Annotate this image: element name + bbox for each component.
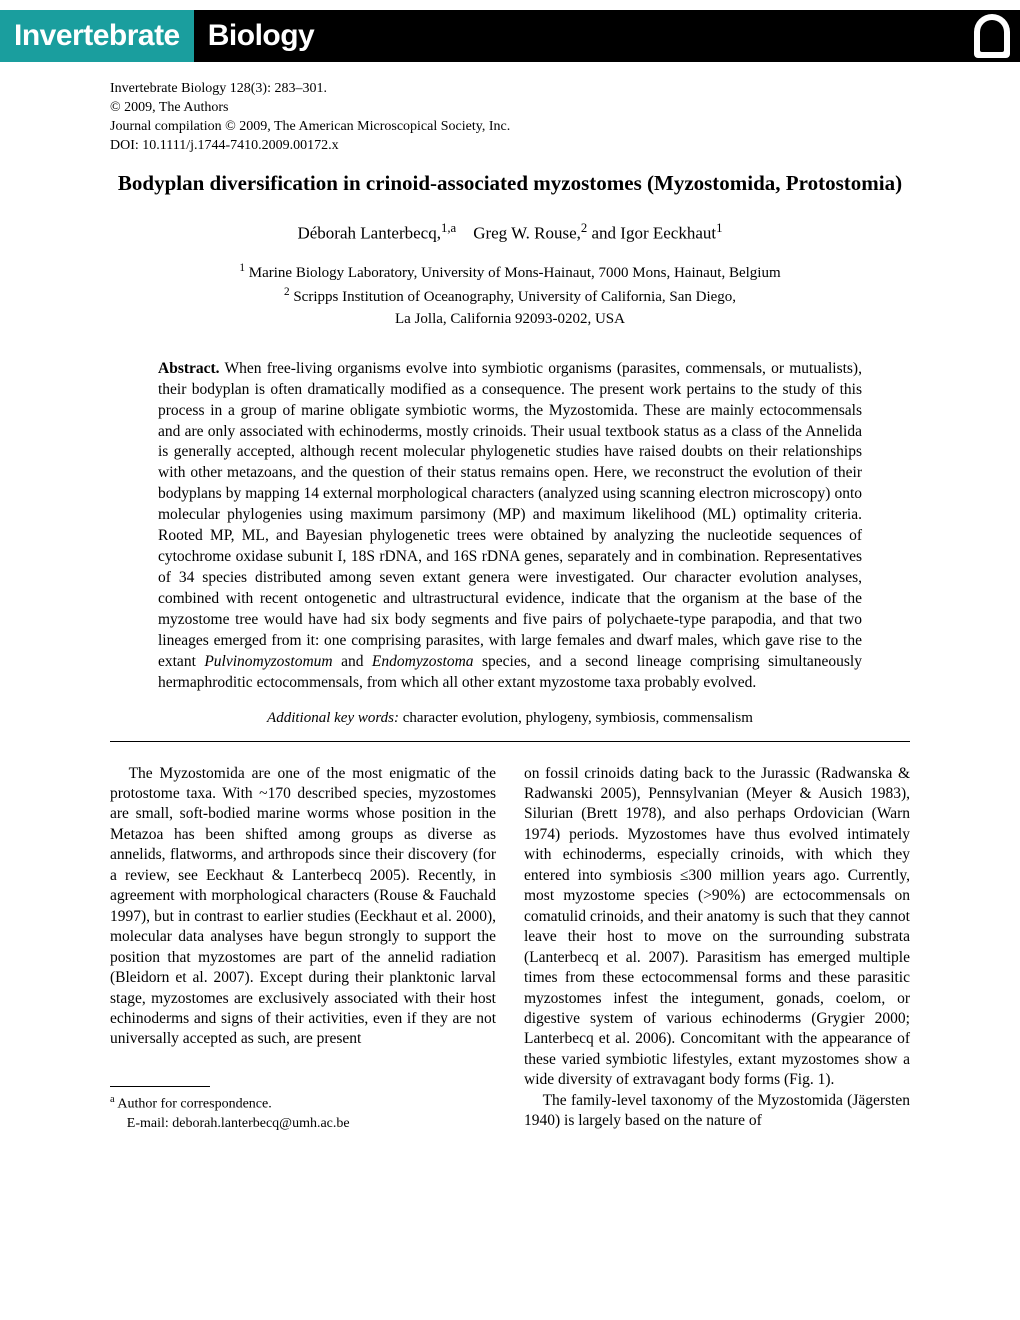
citation-line-3: Journal compilation © 2009, The American…: [110, 118, 910, 137]
society-logo: [974, 14, 1010, 58]
abstract: Abstract. When free-living organisms evo…: [158, 359, 862, 694]
affiliation-1: 1 Marine Biology Laboratory, University …: [110, 260, 910, 285]
abstract-label: Abstract.: [158, 360, 220, 377]
society-logo-inner: [980, 20, 1004, 52]
affiliation-2-text: Scripps Institution of Oceanography, Uni…: [293, 289, 736, 305]
article-title: Bodyplan diversification in crinoid-asso…: [110, 170, 910, 197]
page-content: Invertebrate Biology 128(3): 283–301. © …: [0, 80, 1020, 1134]
citation-block: Invertebrate Biology 128(3): 283–301. © …: [110, 80, 910, 156]
banner-word-2: Biology: [208, 19, 315, 53]
abstract-text: When free-living organisms evolve into s…: [158, 360, 862, 670]
footnote-line-2: E-mail: deborah.lanterbecq@umh.ac.be: [110, 1114, 496, 1134]
footnote-line-1: a Author for correspondence.: [110, 1093, 496, 1114]
body-para-1: The Myzostomida are one of the most enig…: [110, 764, 496, 1050]
abstract-genus-2: Endomyzostoma: [372, 653, 474, 670]
keywords-text: character evolution, phylogeny, symbiosi…: [399, 710, 753, 726]
authors-line: Déborah Lanterbecq,1,a Greg W. Rouse,2 a…: [110, 221, 910, 244]
body-column-left: The Myzostomida are one of the most enig…: [110, 764, 496, 1134]
body-para-3: The family-level taxonomy of the Myzosto…: [524, 1091, 910, 1132]
body-para-2: on fossil crinoids dating back to the Ju…: [524, 764, 910, 1091]
abstract-mid: and: [333, 653, 372, 670]
citation-line-2: © 2009, The Authors: [110, 99, 910, 118]
abstract-genus-1: Pulvinomyzostomum: [204, 653, 332, 670]
journal-banner: Invertebrate Biology: [0, 10, 1020, 62]
footnote-text-1: Author for correspondence.: [115, 1097, 272, 1112]
affiliation-2: 2 Scripps Institution of Oceanography, U…: [110, 284, 910, 309]
citation-line-4: DOI: 10.1111/j.1744-7410.2009.00172.x: [110, 137, 910, 156]
banner-black-segment: Biology: [194, 10, 1020, 62]
body-columns: The Myzostomida are one of the most enig…: [110, 764, 910, 1134]
citation-line-1: Invertebrate Biology 128(3): 283–301.: [110, 80, 910, 99]
banner-word-1: Invertebrate: [14, 19, 180, 53]
keywords: Additional key words: character evolutio…: [158, 710, 862, 727]
affiliation-2b: La Jolla, California 92093-0202, USA: [110, 309, 910, 331]
footnote-divider: [110, 1086, 210, 1087]
section-divider: [110, 741, 910, 742]
body-column-right: on fossil crinoids dating back to the Ju…: [524, 764, 910, 1134]
keywords-label: Additional key words:: [267, 710, 399, 726]
affiliations: 1 Marine Biology Laboratory, University …: [110, 260, 910, 331]
banner-teal-segment: Invertebrate: [0, 10, 194, 62]
affiliation-1-text: Marine Biology Laboratory, University of…: [249, 265, 781, 281]
